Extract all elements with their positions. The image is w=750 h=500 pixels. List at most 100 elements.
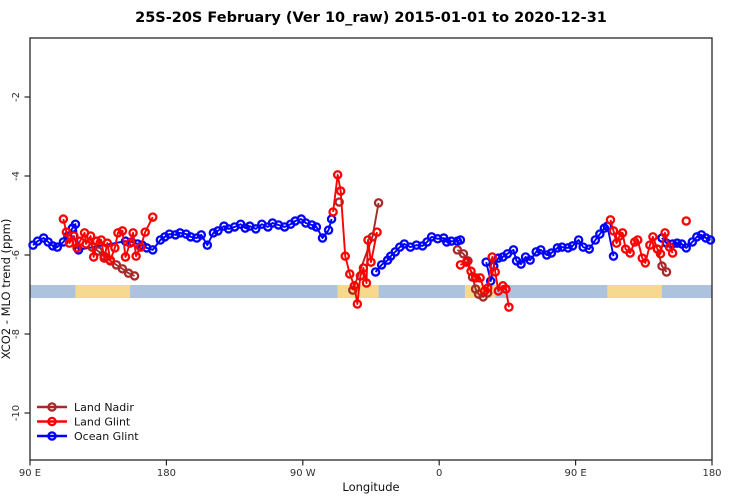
data-point-marker xyxy=(608,251,619,261)
data-point-marker xyxy=(376,260,387,270)
data-point-marker xyxy=(535,245,546,255)
data-point-marker xyxy=(47,241,58,251)
y-tick-label: -2 xyxy=(11,92,22,102)
data-point-marker xyxy=(605,215,616,225)
x-tick-label: 180 xyxy=(157,468,176,479)
data-point-marker xyxy=(358,263,369,273)
data-point-marker xyxy=(91,236,102,246)
data-point-marker xyxy=(348,285,358,295)
data-point-marker xyxy=(531,247,541,257)
data-point-marker xyxy=(508,245,519,255)
data-point-marker xyxy=(657,261,667,271)
data-point-marker xyxy=(148,212,158,222)
band-segment-land xyxy=(607,285,662,299)
y-tick-label: -10 xyxy=(11,405,22,421)
data-point-marker xyxy=(573,235,584,245)
data-point-marker xyxy=(213,226,223,236)
data-point-marker xyxy=(542,250,552,260)
data-point-marker xyxy=(563,243,573,253)
data-point-marker xyxy=(366,257,376,267)
data-point-marker xyxy=(595,229,605,239)
data-point-marker xyxy=(81,239,91,249)
data-point-marker xyxy=(681,216,691,226)
data-point-marker xyxy=(608,226,619,236)
data-point-marker xyxy=(567,241,578,251)
legend-marker xyxy=(47,416,57,427)
data-point-marker xyxy=(504,302,514,312)
x-tick-label: 90 E xyxy=(19,468,41,479)
data-point-marker xyxy=(584,244,594,254)
data-point-marker xyxy=(251,224,261,234)
band-segment-ocean xyxy=(661,285,712,299)
band-segment-ocean xyxy=(130,285,338,299)
series-line xyxy=(656,248,668,273)
data-point-marker xyxy=(240,223,250,233)
data-point-marker xyxy=(69,231,79,241)
band-segment-land xyxy=(75,285,131,299)
legend-marker xyxy=(47,431,57,441)
data-point-marker xyxy=(323,225,334,235)
data-point-marker xyxy=(590,235,601,245)
data-point-marker xyxy=(345,269,355,279)
data-point-marker xyxy=(328,207,338,217)
data-point-marker xyxy=(170,230,181,240)
data-point-marker xyxy=(317,233,328,243)
y-tick-label: -4 xyxy=(11,171,22,181)
data-point-marker xyxy=(458,249,469,259)
data-point-marker xyxy=(117,226,128,236)
data-point-marker xyxy=(352,299,363,309)
data-point-marker xyxy=(58,214,69,224)
data-point-marker xyxy=(516,259,526,269)
data-point-marker xyxy=(645,240,655,250)
legend-entry-label: Land Nadir xyxy=(74,401,134,414)
data-point-marker xyxy=(661,267,672,277)
data-point-marker xyxy=(466,266,476,276)
data-point-marker xyxy=(70,219,81,229)
y-tick-label: -8 xyxy=(11,329,22,339)
data-point-marker xyxy=(667,248,678,258)
data-point-marker xyxy=(490,267,501,277)
data-point-marker xyxy=(525,255,535,265)
data-point-marker xyxy=(140,227,150,237)
band-segment-ocean xyxy=(495,285,608,299)
data-point-marker xyxy=(196,230,207,240)
data-point-marker xyxy=(113,228,123,238)
data-point-marker xyxy=(681,243,691,253)
data-point-marker xyxy=(372,227,382,237)
data-point-marker xyxy=(349,281,360,291)
data-point-marker xyxy=(128,228,138,238)
data-point-marker xyxy=(632,235,643,245)
data-point-marker xyxy=(625,248,635,258)
data-point-marker xyxy=(692,232,702,242)
data-point-marker xyxy=(672,238,682,248)
data-point-marker xyxy=(117,264,128,274)
data-point-marker xyxy=(482,283,493,293)
data-point-marker xyxy=(334,197,344,207)
chart-title: 25S-20S February (Ver 10_raw) 2015-01-01… xyxy=(135,10,607,26)
data-point-marker xyxy=(655,249,666,259)
band-segment-ocean xyxy=(378,285,465,299)
data-point-marker xyxy=(332,170,343,180)
data-point-marker xyxy=(135,242,146,252)
data-point-marker xyxy=(461,257,472,267)
series-ocean-glint xyxy=(28,214,716,286)
data-point-marker xyxy=(52,242,63,252)
data-point-marker xyxy=(88,252,99,262)
data-point-marker xyxy=(102,238,113,248)
y-axis-label: XCO2 - MLO trend (ppm) xyxy=(0,219,13,360)
data-point-marker xyxy=(131,251,141,261)
data-point-marker xyxy=(660,228,670,238)
x-tick-label: 0 xyxy=(436,468,442,479)
data-point-marker xyxy=(355,271,366,281)
data-point-marker xyxy=(110,243,120,253)
data-point-marker xyxy=(105,255,116,265)
legend-entry-label: Land Glint xyxy=(74,415,131,428)
data-point-marker xyxy=(125,238,135,248)
data-point-marker xyxy=(705,235,716,245)
data-point-marker xyxy=(455,235,466,245)
data-point-marker xyxy=(687,237,698,247)
data-point-marker xyxy=(617,228,628,238)
